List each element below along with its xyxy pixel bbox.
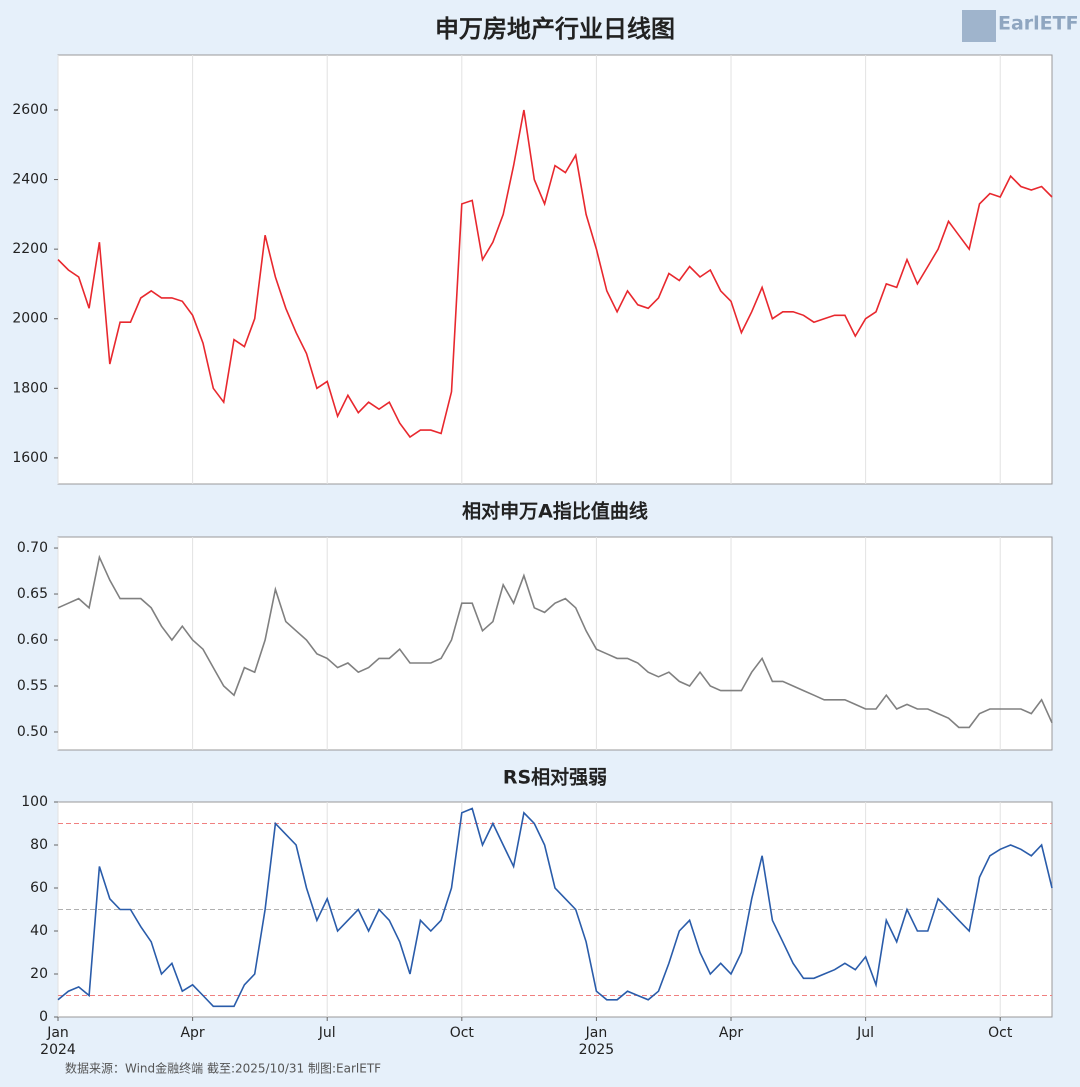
y-tick-label: 0.70 [17, 540, 48, 556]
y-tick-label: 60 [30, 880, 48, 896]
y-tick-label: 0.50 [17, 724, 48, 740]
plot-area [57, 54, 1053, 485]
y-tick-label: 0.60 [17, 632, 48, 648]
data-line [57, 109, 1053, 439]
y-tick-label: 0 [39, 1009, 48, 1025]
y-tick-label: 20 [30, 966, 48, 982]
y-tick-label: 80 [30, 837, 48, 853]
chart-title: RS相对强弱 [503, 766, 607, 789]
x-tick-label: Jan 2024 [40, 1025, 76, 1058]
y-tick-label: 2600 [12, 102, 48, 118]
x-tick-label: Jan 2025 [578, 1025, 615, 1058]
x-tick-label: Jul [318, 1025, 336, 1041]
chart-title: 相对申万A指比值曲线 [462, 500, 648, 523]
y-tick-label: 2200 [12, 241, 48, 257]
x-tick-label: Oct [988, 1025, 1013, 1041]
x-tick-label: Oct [449, 1025, 474, 1041]
source-note: 数据来源：Wind金融终端 截至:2025/10/31 制图:EarlETF [65, 1061, 381, 1076]
x-tick-label: Apr [180, 1025, 205, 1041]
chart-title: 申万房地产行业日线图 [435, 15, 675, 43]
y-tick-label: 2000 [12, 311, 48, 327]
y-tick-label: 2400 [12, 172, 48, 188]
logo: EarlETF [998, 13, 1079, 35]
y-tick-label: 1600 [12, 450, 48, 466]
data-line [57, 554, 1053, 729]
y-tick-label: 0.65 [17, 586, 48, 602]
y-tick-label: 0.55 [17, 678, 48, 694]
plot-area [57, 536, 1053, 751]
x-tick-label: Apr [718, 1025, 744, 1041]
x-tick-label: Jul [857, 1025, 875, 1041]
y-tick-label: 40 [30, 923, 48, 939]
data-line [57, 807, 1053, 1008]
logo-icon [962, 10, 996, 42]
y-tick-label: 100 [21, 794, 48, 810]
y-tick-label: 1800 [12, 380, 48, 396]
